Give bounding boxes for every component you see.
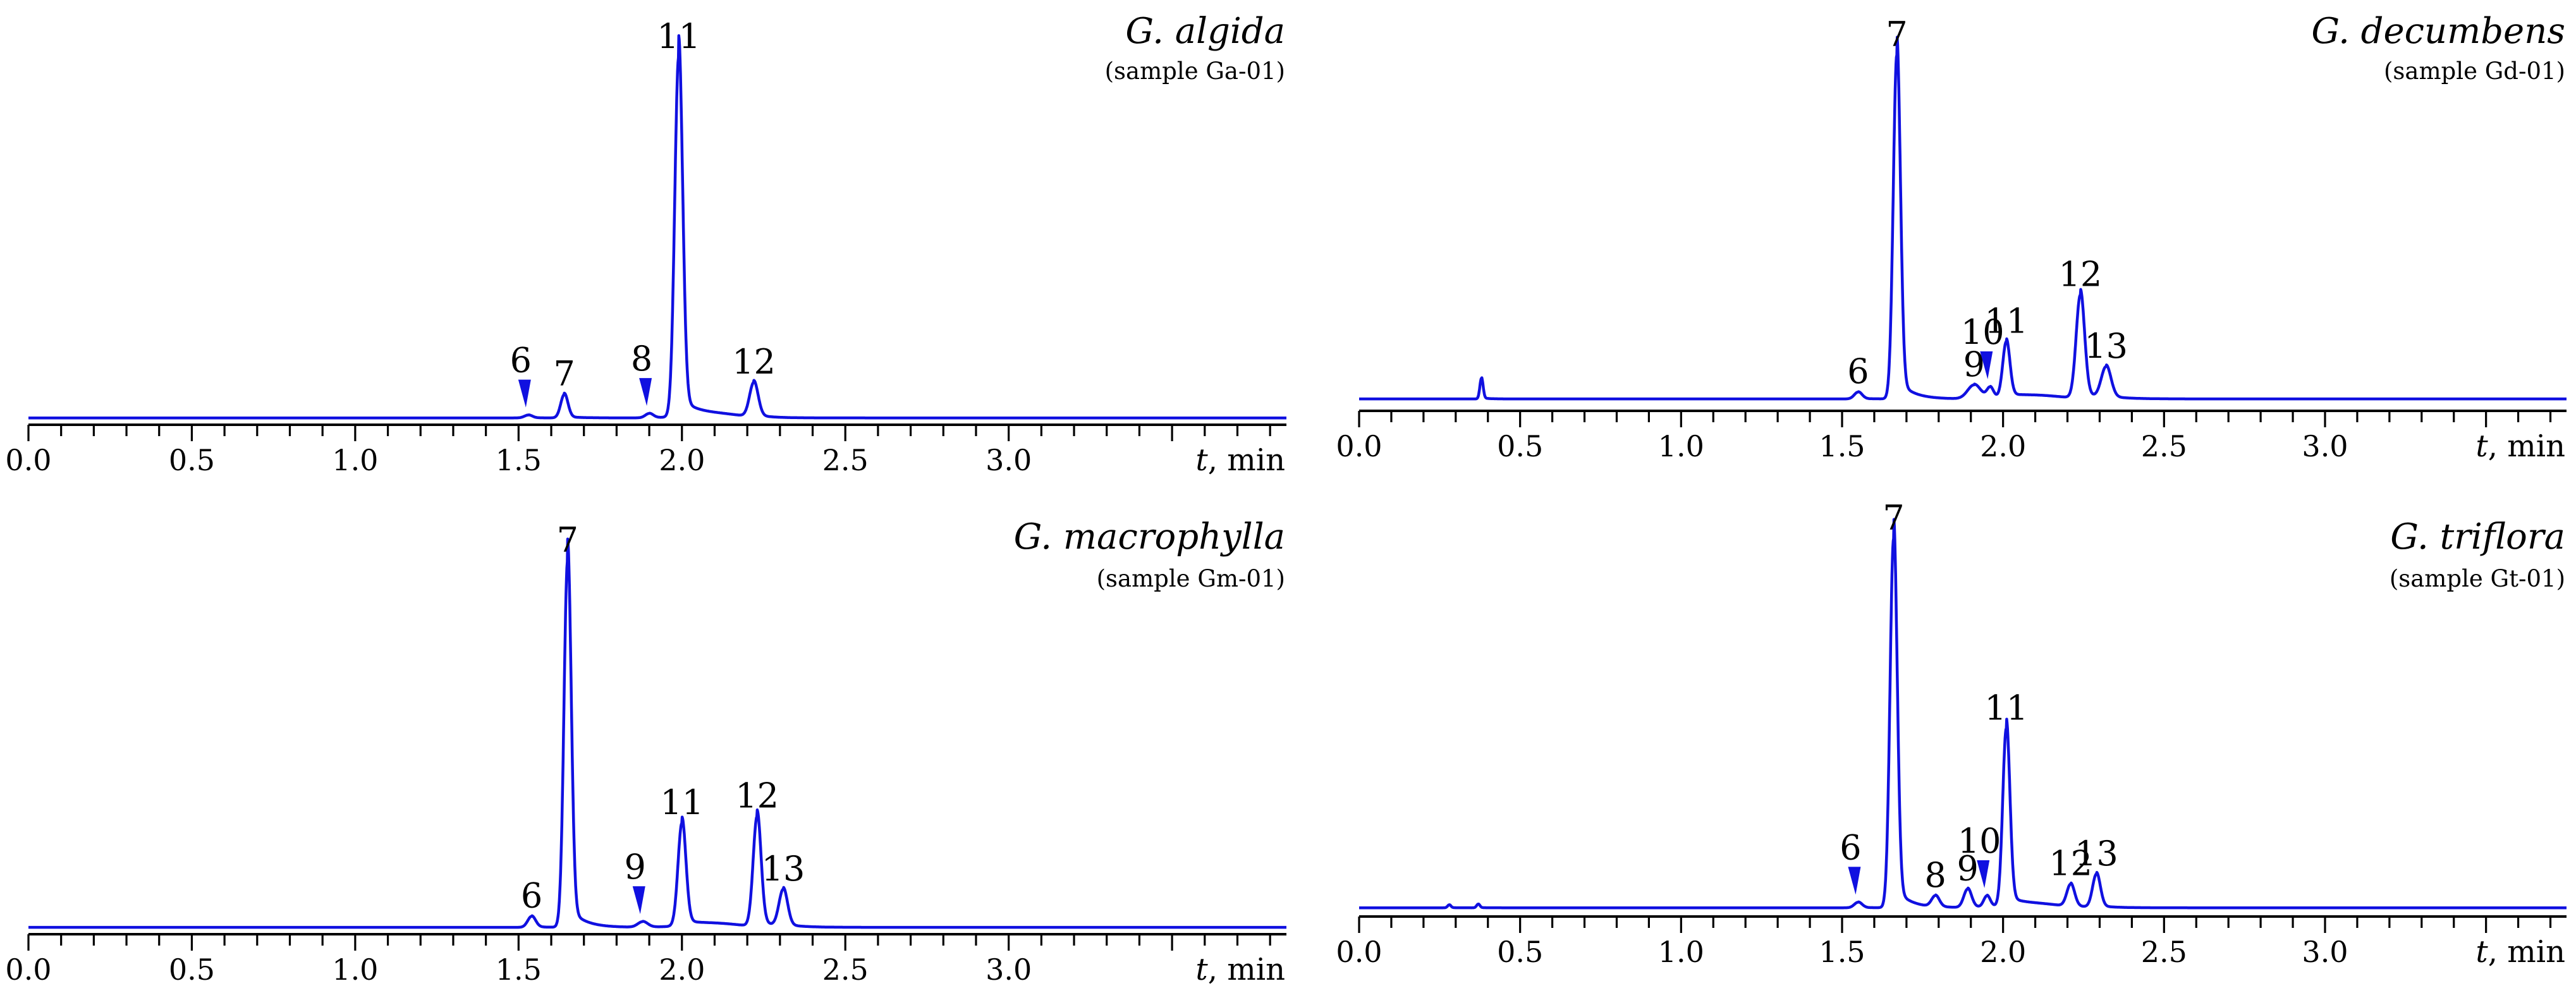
x-axis-unit: , min [2488,429,2565,464]
chart-subtitle: (sample Gm-01) [1097,565,1285,592]
chart-title: G. triflora [2390,516,2565,557]
x-tick-label: 3.0 [2302,935,2348,969]
x-tick-label: 1.5 [496,953,542,987]
x-tick-label: 2.5 [822,953,869,987]
peak-label: 6 [510,341,532,381]
x-tick-label: 2.0 [1980,935,2026,969]
x-axis-label: t, min [1195,952,1285,987]
x-axis-unit: , min [1208,442,1285,478]
chart-panel-4: 0.0 0.5 1.0 1.5 2.0 2.5 3.0 t, min G. triflora (s… [1336,498,2568,970]
peak-label: 7 [554,354,575,394]
x-tick-label: 2.5 [2141,429,2187,463]
x-tick-label: 2.0 [659,953,705,987]
x-tick-label: 1.5 [496,443,542,477]
x-axis-label: t, min [2475,429,2565,464]
x-tick-label: 2.5 [2141,935,2187,969]
x-tick-label: 3.0 [986,443,1032,477]
peak-label: 13 [2075,834,2118,874]
peak-label: 6 [521,876,542,916]
x-tick-label: 1.5 [1819,429,1865,463]
peak-label: 9 [1956,848,1978,888]
peak-label: 8 [1925,855,1946,895]
x-tick-label: 2.0 [659,443,705,477]
chart-panel-2: 0.0 0.5 1.0 1.5 2.0 2.5 3.0 t, min G. decumbens (… [1336,11,2568,464]
peak-label: 12 [2059,255,2103,295]
peak-label: 6 [1840,827,1861,867]
x-tick-label: 1.0 [1658,935,1704,969]
x-tick-label: 0.5 [169,953,215,987]
chart-panel-3: 0.0 0.5 1.0 1.5 2.0 2.5 3.0 t, min G. macrophyll… [5,516,1288,987]
x-tick-label: 1.0 [1658,429,1704,463]
x-tick-label: 0.5 [169,443,215,477]
x-tick-label: 0.0 [5,443,51,477]
peak-label: 12 [2049,844,2092,884]
x-axis-variable: t [1195,952,1208,987]
x-tick-label: 2.0 [1980,429,2026,463]
chart-title: G. algida [1125,11,1285,52]
peak-label: 7 [1886,15,1907,54]
peak-marker-arrow [639,378,652,406]
x-tick-label: 1.0 [332,953,378,987]
x-tick-label: 1.0 [332,443,378,477]
x-axis-label: t, min [1195,442,1285,478]
peak-label: 12 [735,776,779,815]
chromatogram-trace [1358,35,2568,401]
x-axis-unit: , min [1208,952,1285,987]
peak-label: 8 [631,339,652,379]
x-tick-label: 0.0 [5,953,51,987]
peak-label: 9 [1963,344,1985,384]
peak-label: 7 [1883,498,1904,538]
chromatogram-trace [27,34,1288,420]
x-tick-label: 0.5 [1497,935,1543,969]
peak-label: 11 [1984,302,2028,341]
peak-label: 6 [1847,351,1869,391]
x-axis-variable: t [1195,442,1208,478]
peak-label: 7 [557,520,578,560]
x-tick-label: 2.5 [822,443,869,477]
peak-label: 10 [1961,312,2005,352]
x-axis-variable: t [2475,934,2488,970]
peak-marker-arrow [1977,860,1990,889]
peak-label: 11 [657,16,700,56]
x-axis-label: t, min [2475,934,2565,970]
x-tick-label: 0.0 [1336,429,1382,463]
x-tick-label: 3.0 [986,953,1032,987]
chromatogram-trace [27,537,1288,929]
peak-label: 12 [732,342,776,382]
peak-label: 11 [660,783,704,822]
peak-marker-arrow [518,379,531,408]
peak-label: 9 [625,847,646,887]
peak-label: 13 [762,849,805,889]
x-tick-label: 0.5 [1497,429,1543,463]
x-axis-variable: t [2475,429,2488,464]
chart-title: G. macrophylla [1014,516,1285,557]
peak-label: 13 [2084,326,2128,366]
peak-label: 11 [1984,688,2028,728]
chromatogram-trace [1358,518,2568,910]
x-axis-unit: , min [2488,934,2565,970]
x-tick-label: 0.0 [1336,935,1382,969]
peak-label: 10 [1958,821,2001,861]
chart-panel-1: 0.0 0.5 1.0 1.5 2.0 2.5 3.0 t, min G. algida (sam… [5,11,1288,478]
chart-subtitle: (sample Gt-01) [2390,565,2565,592]
chart-subtitle: (sample Ga-01) [1105,58,1285,85]
chart-title: G. decumbens [2311,11,2565,52]
chart-subtitle: (sample Gd-01) [2384,58,2565,85]
x-tick-label: 1.5 [1819,935,1865,969]
peak-marker-arrow [632,886,645,915]
peak-marker-arrow [1848,867,1861,895]
x-tick-label: 3.0 [2302,429,2348,463]
peak-marker-arrow [1980,351,1993,379]
